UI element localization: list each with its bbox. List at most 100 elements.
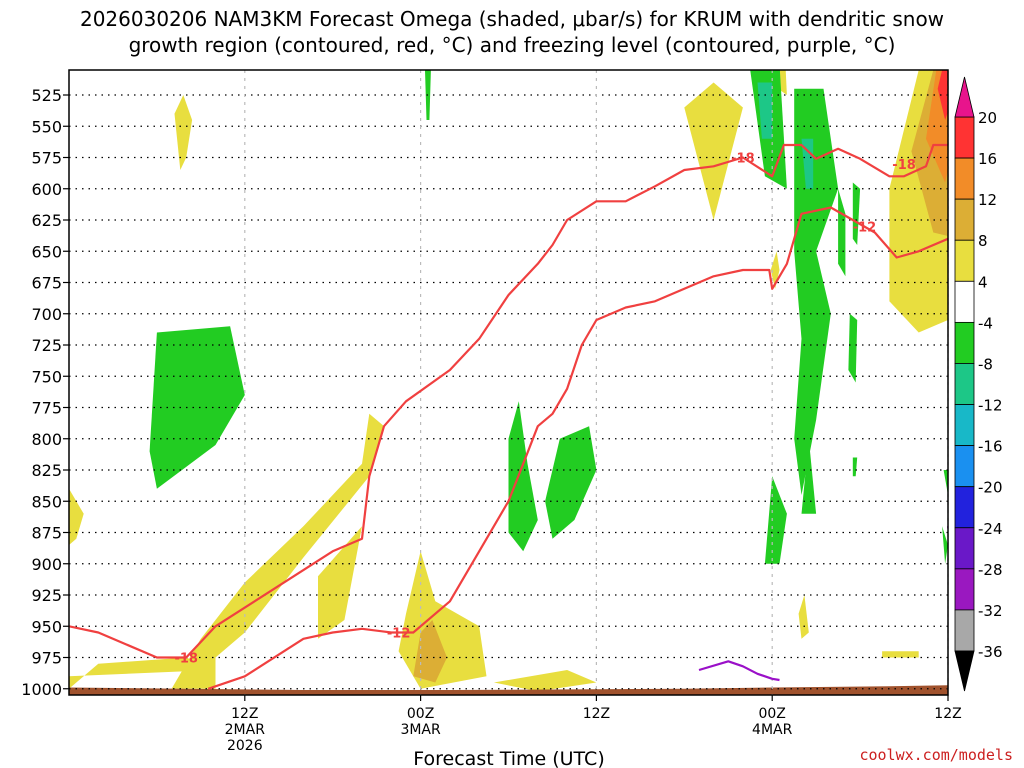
y-tick-label-875: 875 (31, 524, 62, 543)
y-tick-label-900: 900 (31, 555, 62, 574)
x-axis-label: Forecast Time (UTC) (413, 748, 604, 768)
colorbar-label-7: -12 (978, 397, 1003, 415)
colorbar: 20 16 12 8 4 -4 -8 -12 -16 -20 -24 -28 -32 -36 (954, 76, 1003, 692)
y-tick-label-850: 850 (31, 492, 62, 511)
omega-region-4 (318, 526, 362, 639)
omega-region-0 (69, 657, 216, 689)
colorbar-bin-0 (954, 116, 975, 159)
omega-region-8 (684, 82, 743, 220)
y-tick-label-550: 550 (31, 117, 62, 136)
surface-fill (69, 685, 948, 695)
omega-region-9 (770, 251, 780, 289)
omega-region-27 (794, 88, 839, 496)
colorbar-label-9: -20 (978, 479, 1003, 497)
colorbar-label-2: 12 (978, 191, 997, 209)
omega-region-2 (174, 95, 193, 170)
colorbar-bin-11 (954, 568, 975, 611)
colorbar-bin-8 (954, 445, 975, 488)
colorbar-bin-1 (954, 157, 975, 200)
y-tick-label-825: 825 (31, 461, 62, 480)
omega-region-12 (798, 595, 809, 639)
x-tick-label-30-0: 12Z (583, 706, 610, 722)
y-tick-label-650: 650 (31, 242, 62, 261)
y-tick-label-625: 625 (31, 211, 62, 230)
temperature-contours (69, 143, 948, 690)
omega-region-34 (852, 457, 858, 477)
x-tick-label-6-1: 2MAR (225, 722, 266, 738)
colorbar-label-8: -16 (978, 438, 1003, 456)
colorbar-bin-5 (954, 321, 975, 364)
colorbar-bottom-extension (954, 650, 975, 692)
colorbar-bin-6 (954, 363, 975, 405)
colorbar-bin-2 (954, 198, 975, 241)
colorbar-label-1: 16 (978, 150, 997, 168)
contour-label-3: -12 (853, 220, 877, 235)
y-tick-label-575: 575 (31, 149, 62, 168)
y-tick-label-700: 700 (31, 305, 62, 324)
colorbar-bin-3 (954, 239, 975, 282)
omega-region-17 (882, 651, 919, 658)
dgz-contour-0 (69, 143, 948, 659)
omega-region-31 (838, 188, 846, 277)
omega-region-30 (801, 438, 817, 514)
omega-region-6 (413, 620, 447, 683)
omega-region-23 (508, 401, 538, 552)
y-tick-label-725: 725 (31, 336, 62, 355)
y-tick-label-800: 800 (31, 430, 62, 449)
colorbar-bin-4 (954, 280, 975, 323)
omega-region-16 (937, 70, 948, 120)
colorbar-label-10: -24 (978, 520, 1003, 538)
y-tick-label-600: 600 (31, 180, 62, 199)
y-tick-label-975: 975 (31, 649, 62, 668)
colorbar-top-extension (954, 76, 975, 118)
pressure-axis: 525 550 575 600 625 650 675 700 725 750 775 800 825 8… (21, 86, 69, 699)
colorbar-bin-10 (954, 527, 975, 570)
x-tick-label-42-0: 00Z (758, 706, 785, 722)
omega-region-33 (852, 182, 861, 245)
y-tick-label-775: 775 (31, 399, 62, 418)
contour-labels: -18 -12 -18 -12 -18 (174, 152, 915, 667)
colorbar-label-12: -32 (978, 602, 1003, 620)
contour-label-1: -12 (387, 627, 411, 642)
omega-region-24 (545, 426, 597, 539)
y-tick-label-525: 525 (31, 86, 62, 105)
colorbar-label-4: 4 (978, 273, 988, 291)
omega-region-35 (943, 470, 948, 495)
x-tick-label-18-0: 00Z (407, 706, 434, 722)
colorbar-bin-12 (954, 609, 975, 652)
omega-region-1 (69, 488, 84, 545)
colorbar-label-13: -36 (978, 643, 1003, 661)
y-tick-label-950: 950 (31, 617, 62, 636)
chart-title: 2026030206 NAM3KM Forecast Omega (shaded… (80, 7, 944, 57)
omega-region-36 (942, 526, 948, 564)
x-tick-label-6-0: 12Z (231, 706, 258, 722)
colorbar-bin-7 (954, 404, 975, 447)
omega-region-21 (149, 326, 245, 489)
x-tick-label-6-2: 2026 (227, 738, 263, 754)
omega-region-26 (757, 82, 773, 139)
y-tick-label-675: 675 (31, 274, 62, 293)
terrain-surface (69, 685, 948, 695)
x-tick-label-42-1: 4MAR (752, 722, 793, 738)
colorbar-bin-9 (954, 486, 975, 529)
credit-text: coolwx.com/models (859, 746, 1013, 764)
colorbar-label-5: -4 (978, 314, 993, 332)
colorbar-label-11: -28 (978, 561, 1003, 579)
y-tick-label-1000: 1000 (21, 680, 62, 699)
omega-region-7 (493, 670, 597, 692)
dgz-contour-1 (207, 206, 948, 690)
title-line-1: 2026030206 NAM3KM Forecast Omega (shaded… (80, 7, 944, 31)
colorbar-label-6: -8 (978, 355, 993, 373)
plot-frame (68, 69, 949, 696)
colorbar-label-0: 20 (978, 109, 997, 127)
omega-region-29 (764, 476, 787, 564)
x-tick-label-54-0: 12Z (934, 706, 961, 722)
title-line-2: growth region (contoured, red, °C) and f… (129, 33, 896, 57)
omega-region-32 (848, 313, 858, 383)
y-tick-label-750: 750 (31, 367, 62, 386)
x-tick-label-18-1: 3MAR (400, 722, 441, 738)
contour-label-4: -18 (892, 158, 916, 173)
freezing-level-contour-2 (698, 660, 780, 682)
omega-region-28 (801, 138, 814, 189)
